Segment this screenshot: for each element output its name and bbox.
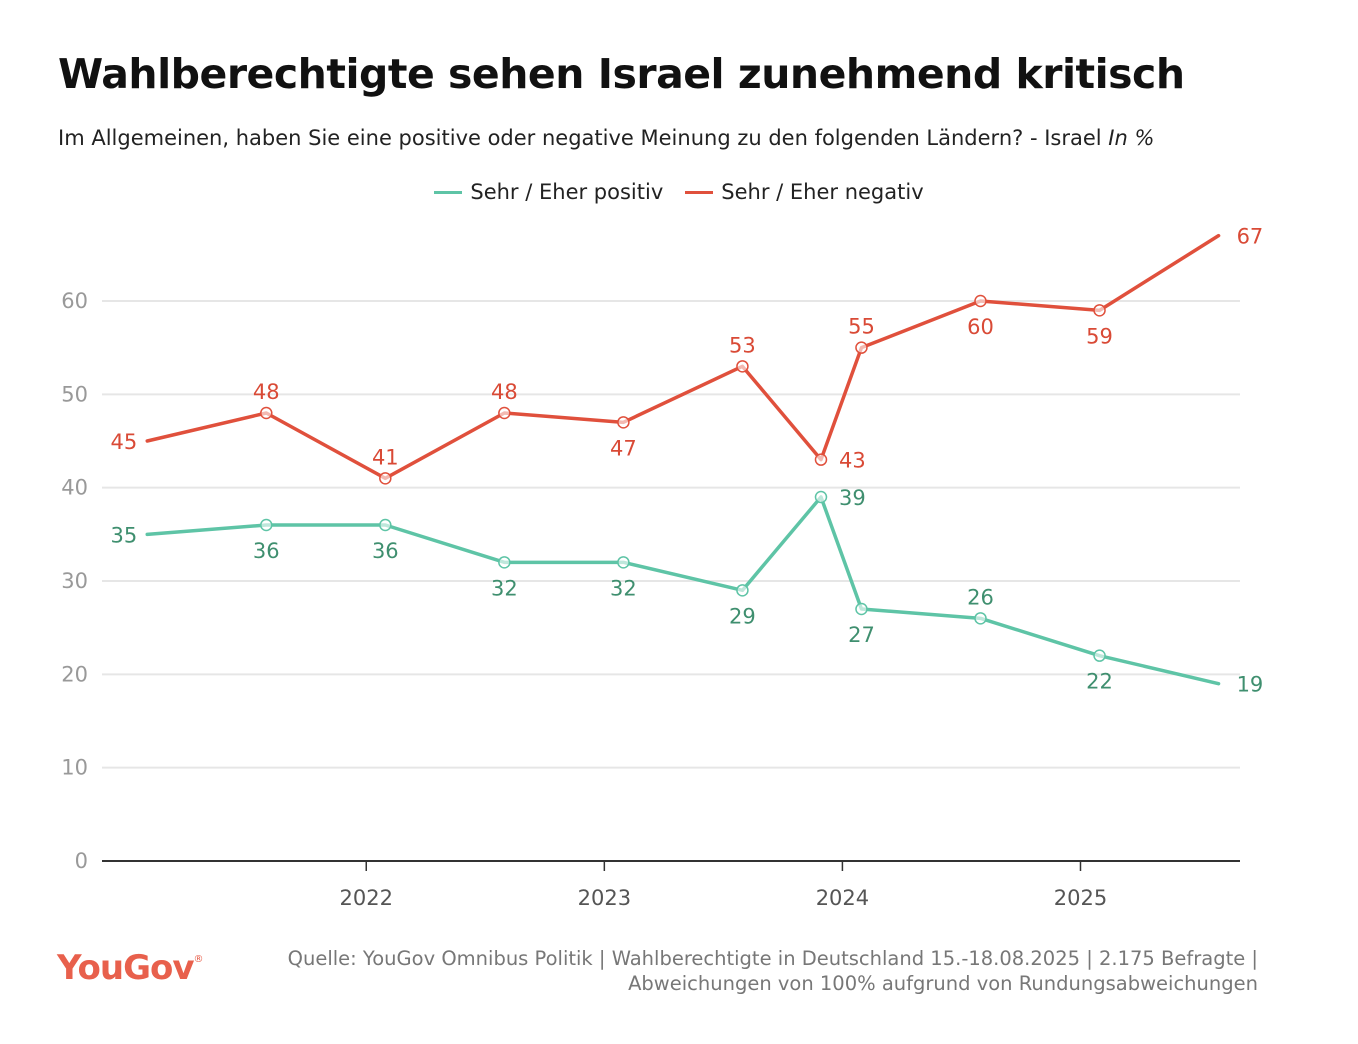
y-tick-label: 50 <box>61 382 88 406</box>
y-tick-label: 0 <box>75 849 88 873</box>
legend-label-positive: Sehr / Eher positiv <box>470 180 664 204</box>
chart-title: Wahlberechtigte sehen Israel zunehmend k… <box>58 50 1185 98</box>
chart-legend: Sehr / Eher positiv Sehr / Eher negativ <box>0 180 1358 204</box>
legend-item-positive[interactable]: Sehr / Eher positiv <box>434 180 663 204</box>
data-label: 39 <box>839 486 866 510</box>
data-label: 27 <box>848 623 875 647</box>
data-label: 67 <box>1237 225 1264 249</box>
data-label: 36 <box>253 539 280 563</box>
y-tick-label: 40 <box>61 476 88 500</box>
data-point <box>736 360 749 373</box>
data-label: 22 <box>1086 670 1113 694</box>
data-point <box>736 584 749 597</box>
legend-swatch-negative <box>685 190 714 194</box>
data-point <box>855 602 868 616</box>
data-label: 47 <box>610 436 637 460</box>
chart-subtitle: Im Allgemeinen, haben Sie eine positive … <box>58 126 1154 150</box>
series-line-positive <box>145 495 1221 686</box>
subtitle-question: Im Allgemeinen, haben Sie eine positive … <box>58 126 1109 150</box>
data-label: 45 <box>110 430 137 454</box>
x-tick-label: 2025 <box>1054 886 1107 910</box>
data-point <box>814 490 828 504</box>
data-label: 29 <box>729 604 756 628</box>
data-point <box>379 518 392 532</box>
data-label: 48 <box>491 380 518 404</box>
data-label: 26 <box>967 585 994 609</box>
data-label: 48 <box>253 380 280 404</box>
x-tick-label: 2023 <box>578 886 631 910</box>
data-label: 36 <box>372 539 399 563</box>
x-tick-label: 2022 <box>340 886 393 910</box>
data-point <box>260 406 273 420</box>
data-label: 55 <box>848 315 875 339</box>
source-line-1: Quelle: YouGov Omnibus Politik | Wahlber… <box>287 947 1258 970</box>
data-point <box>617 416 630 429</box>
series-line-negative <box>145 233 1221 481</box>
data-point <box>498 406 511 420</box>
data-point <box>1093 304 1106 317</box>
data-point <box>1093 649 1106 662</box>
legend-label-negative: Sehr / Eher negativ <box>721 180 924 204</box>
data-label: 60 <box>967 315 994 339</box>
data-label: 35 <box>110 523 137 547</box>
data-label: 32 <box>491 576 518 600</box>
x-tick-label: 2024 <box>816 886 869 910</box>
data-label: 59 <box>1086 324 1113 348</box>
data-point <box>379 472 392 485</box>
subtitle-unit: In % <box>1108 126 1155 150</box>
y-tick-label: 30 <box>61 569 88 593</box>
data-point <box>974 294 987 308</box>
data-point <box>974 612 987 625</box>
data-label: 32 <box>610 576 637 600</box>
legend-swatch-positive <box>434 190 463 194</box>
data-point <box>855 341 868 354</box>
y-tick-label: 60 <box>61 289 88 313</box>
logo-text: YouGov <box>57 948 194 988</box>
data-point <box>498 556 511 569</box>
yougov-logo: YouGov® <box>57 948 204 988</box>
data-label: 19 <box>1237 673 1264 697</box>
y-tick-label: 10 <box>61 756 88 780</box>
data-label: 53 <box>729 333 756 357</box>
logo-registered-mark: ® <box>193 954 204 965</box>
y-tick-label: 20 <box>61 662 88 686</box>
data-label: 41 <box>372 445 399 469</box>
source-note: Quelle: YouGov Omnibus Politik | Wahlber… <box>288 946 1258 996</box>
legend-item-negative[interactable]: Sehr / Eher negativ <box>685 180 924 204</box>
data-point <box>260 518 273 532</box>
data-label: 43 <box>839 449 866 473</box>
data-point <box>814 453 828 466</box>
source-line-2: Abweichungen von 100% aufgrund von Rundu… <box>628 972 1258 995</box>
data-point <box>617 556 630 569</box>
